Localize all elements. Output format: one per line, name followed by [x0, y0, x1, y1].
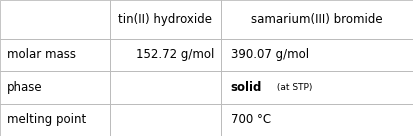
Bar — [110, 39, 221, 71]
Bar — [221, 103, 413, 136]
Bar — [110, 71, 221, 103]
Text: melting point: melting point — [7, 113, 86, 126]
Text: solid: solid — [230, 81, 262, 94]
Text: 700 °C: 700 °C — [230, 113, 271, 126]
Text: 152.72 g/mol: 152.72 g/mol — [136, 48, 214, 61]
Text: molar mass: molar mass — [7, 48, 76, 61]
Bar — [221, 39, 413, 71]
Bar — [221, 71, 413, 103]
Bar — [110, 103, 221, 136]
Text: (at STP): (at STP) — [274, 83, 313, 92]
Bar — [0, 0, 110, 39]
Bar — [0, 103, 110, 136]
Bar — [221, 0, 413, 39]
Text: samarium(III) bromide: samarium(III) bromide — [251, 13, 383, 26]
Text: 390.07 g/mol: 390.07 g/mol — [230, 48, 309, 61]
Text: tin(II) hydroxide: tin(II) hydroxide — [119, 13, 213, 26]
Bar — [110, 0, 221, 39]
Text: phase: phase — [7, 81, 42, 94]
Bar — [0, 39, 110, 71]
Bar — [0, 71, 110, 103]
